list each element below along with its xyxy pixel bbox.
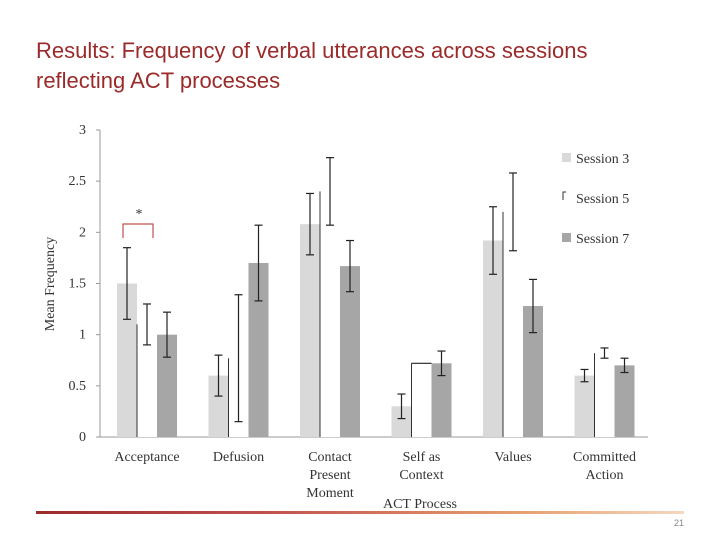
bar	[391, 406, 412, 437]
bar	[431, 363, 452, 437]
x-tick-label: Values	[494, 450, 531, 465]
legend-swatch	[562, 191, 566, 200]
x-tick-label: Action	[585, 468, 623, 483]
bar	[574, 375, 595, 437]
x-tick-label: Present	[309, 468, 350, 483]
legend-label: Session 3	[576, 152, 629, 167]
y-tick-label: 1	[79, 328, 86, 343]
significance-star: *	[136, 207, 143, 222]
legend-label: Session 7	[576, 232, 629, 247]
title-line-2: reflecting ACT processes	[36, 68, 281, 93]
legend-swatch	[562, 233, 571, 242]
bar	[503, 211, 523, 437]
y-axis-title: Mean Frequency	[43, 237, 58, 331]
x-tick-label: Contact	[308, 450, 352, 465]
bar	[594, 353, 615, 437]
bar	[300, 224, 320, 437]
bar	[411, 363, 432, 437]
x-axis-title: ACT Process	[383, 497, 457, 512]
significance-bracket	[122, 223, 154, 238]
x-tick-label: Defusion	[213, 450, 264, 465]
bar	[248, 263, 269, 437]
y-tick-label: 0	[79, 430, 86, 445]
bar	[320, 191, 340, 437]
footer-divider	[36, 511, 684, 514]
bar	[340, 266, 360, 437]
title-line-1: Results: Frequency of verbal utterances …	[36, 38, 588, 63]
bar	[208, 375, 229, 437]
bar	[523, 306, 543, 437]
page-number: 21	[673, 518, 684, 528]
x-tick-label: Committed	[573, 450, 636, 465]
bar	[614, 365, 635, 437]
y-tick-label: 2	[79, 225, 86, 240]
y-tick-label: 1.5	[69, 277, 87, 292]
y-tick-label: 3	[79, 123, 86, 138]
y-tick-label: 0.5	[69, 379, 87, 394]
x-tick-label: Acceptance	[114, 450, 179, 465]
bar	[483, 240, 503, 437]
bar	[137, 324, 157, 437]
x-tick-label: Context	[399, 468, 443, 483]
slide-title: Results: Frequency of verbal utterances …	[36, 36, 696, 96]
bar	[157, 334, 177, 437]
x-tick-label: Self as	[403, 450, 441, 465]
legend-label: Session 5	[576, 192, 629, 207]
legend-swatch	[562, 153, 571, 162]
bar	[117, 283, 137, 437]
x-tick-label: Moment	[306, 486, 354, 501]
y-tick-label: 2.5	[69, 174, 87, 189]
